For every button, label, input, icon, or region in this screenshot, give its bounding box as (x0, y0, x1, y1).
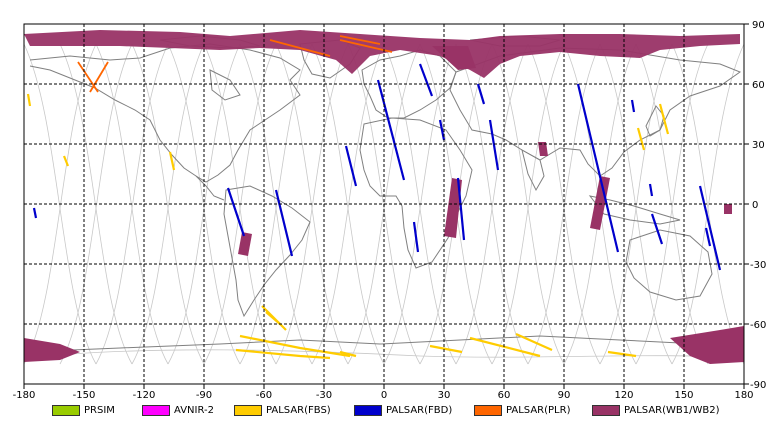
legend-swatch (474, 404, 502, 416)
legend-swatch (592, 404, 620, 416)
lon-tick-label: 90 (558, 390, 571, 401)
wb-png-small (724, 204, 732, 214)
legend-label: PALSAR(FBS) (266, 404, 331, 416)
legend-item-palsar-wb: PALSAR(WB1/WB2) (592, 402, 720, 418)
wb-india-small (538, 142, 548, 156)
palsar-plr-swaths (77, 35, 393, 93)
orbit-tracks (23, 43, 745, 365)
lon-tick-label: 30 (438, 390, 451, 401)
lon-tick-label: 60 (498, 390, 511, 401)
lon-tick-label: -120 (133, 390, 156, 401)
legend-swatch (142, 404, 170, 416)
africa-coast (359, 117, 473, 269)
wb-central-africa (444, 178, 462, 238)
lat-tick-label: -60 (750, 320, 766, 331)
legend-item-avnir2: AVNIR-2 (142, 402, 214, 418)
legend-label: AVNIR-2 (174, 404, 214, 416)
lat-tick-label: 60 (752, 80, 765, 91)
lat-tick-label: -90 (750, 380, 766, 391)
legend-swatch (354, 404, 382, 416)
lat-tick-labels: 90 60 30 0 -30 -60 -90 (750, 20, 766, 391)
legend-label: PALSAR(WB1/WB2) (624, 404, 720, 416)
lat-tick-label: -30 (750, 260, 766, 271)
lon-tick-label: 180 (734, 390, 753, 401)
lon-tick-label: -30 (316, 390, 332, 401)
india-coast (521, 149, 545, 192)
legend: PRSIM AVNIR-2 PALSAR(FBS) PALSAR(FBD) PA… (0, 398, 770, 422)
lon-tick-labels: -180 -150 -120 -90 -60 -30 0 30 60 90 12… (13, 390, 754, 401)
legend-item-prsim: PRSIM (52, 402, 115, 418)
lat-lon-grid (24, 24, 744, 384)
asia-coast (449, 47, 742, 177)
lon-tick-label: 0 (381, 390, 387, 401)
wb-europe-swath (432, 46, 476, 70)
australia-coast (625, 229, 713, 301)
legend-swatch (52, 404, 80, 416)
wb-asia-swath (590, 176, 610, 230)
lat-tick-label: 30 (752, 140, 765, 151)
legend-item-palsar-plr: PALSAR(PLR) (474, 402, 570, 418)
wb-south-america (238, 232, 252, 256)
wb-arctic-band (24, 30, 740, 78)
palsar-fbd-swaths (32, 63, 722, 271)
lon-tick-label: -90 (196, 390, 212, 401)
lon-axis (23, 384, 745, 389)
palsar-wb-footprints (24, 30, 744, 364)
wb-antarctic-right (670, 326, 744, 364)
palsar-fbs-swaths (26, 93, 670, 360)
indonesia-coast (588, 195, 681, 225)
lon-tick-label: -180 (13, 390, 36, 401)
central-america-coast (195, 175, 225, 201)
europe-coast (361, 49, 457, 119)
lat-tick-label: 0 (752, 200, 758, 211)
legend-label: PRSIM (84, 404, 115, 416)
hudson-bay (209, 69, 241, 101)
legend-label: PALSAR(PLR) (506, 404, 571, 416)
lon-tick-label: -150 (73, 390, 96, 401)
antarctica-coast (23, 335, 745, 353)
legend-swatch (234, 404, 262, 416)
lat-tick-label: 90 (752, 20, 765, 31)
lat-axis (744, 23, 749, 385)
lon-tick-label: -60 (256, 390, 272, 401)
wb-antarctic-left (24, 338, 80, 362)
lon-tick-label: 150 (674, 390, 693, 401)
legend-item-palsar-fbs: PALSAR(FBS) (234, 402, 331, 418)
legend-item-palsar-fbd: PALSAR(FBD) (354, 402, 452, 418)
lon-tick-label: 120 (614, 390, 633, 401)
legend-label: PALSAR(FBD) (386, 404, 453, 416)
